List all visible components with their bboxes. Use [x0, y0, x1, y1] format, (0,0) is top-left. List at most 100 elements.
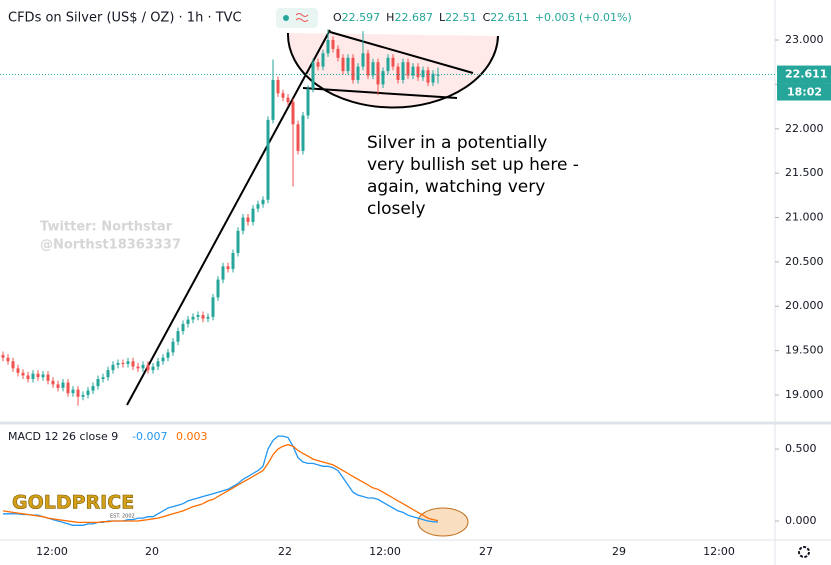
last-price-label: 22.611 [785, 68, 827, 81]
ohlc-value: 22.51 [445, 11, 477, 24]
candle-body [416, 66, 420, 78]
ohlc-prefix: L [439, 11, 446, 24]
candle-body [211, 297, 215, 317]
countdown-label: 18:02 [787, 86, 822, 99]
candle-body [16, 368, 20, 373]
ohlc-value: 22.687 [394, 11, 433, 24]
candle-body [71, 389, 75, 394]
macd-title: MACD 12 26 close 9 [8, 430, 118, 443]
candle-body [356, 66, 360, 80]
candle-body [101, 377, 105, 380]
candle-body [151, 366, 155, 371]
candle-body [326, 40, 330, 54]
candle-body [126, 361, 130, 364]
candle-body [11, 361, 15, 369]
candle-body [281, 93, 285, 98]
chart-title: CFDs on Silver (US$ / OZ) · 1h · TVC [8, 11, 242, 26]
ohlc-prefix: C [483, 11, 491, 24]
candle-body [6, 357, 10, 362]
ohlc-prefix: O [333, 11, 342, 24]
ohlc-value: 22.597 [342, 11, 381, 24]
candle-body [81, 394, 85, 397]
macd-value: -0.007 [132, 430, 167, 443]
candle-body [181, 323, 185, 332]
candle-body [236, 230, 240, 253]
trend-line [126, 29, 331, 406]
x-tick-label: 29 [612, 545, 626, 558]
toggle[interactable] [276, 8, 318, 28]
candle-body [346, 57, 350, 72]
candle-body [371, 62, 375, 76]
candle-body [56, 384, 60, 388]
candle-body [301, 115, 305, 151]
candle-body [216, 279, 220, 298]
highlight-circle [417, 507, 469, 537]
candle-body [61, 382, 65, 388]
logo: GOLDPRICE [12, 492, 134, 514]
logo-tagline: EST. 2002 [110, 514, 135, 520]
candle-body [41, 374, 45, 378]
candle-body [286, 97, 290, 103]
candle-body [331, 40, 335, 49]
candle-body [376, 62, 380, 85]
triangle-lower [302, 87, 458, 99]
candle-body [176, 331, 180, 342]
candle-body [306, 88, 310, 116]
candle-body [46, 374, 50, 381]
candle-body [106, 370, 110, 378]
candle-body [261, 199, 265, 205]
annotation-line: very bullish set up here - [367, 155, 579, 175]
ohlc-prefix: H [386, 11, 394, 24]
candle-body [186, 319, 190, 324]
annotation-line: Silver in a potentially [367, 133, 547, 153]
candle-body [136, 366, 140, 369]
y-tick-label: 22.000 [785, 122, 824, 135]
candle-body [116, 363, 120, 365]
x-tick-label: 12:00 [36, 545, 68, 558]
candle-body [316, 62, 320, 67]
candle-body [221, 266, 225, 280]
candle-body [231, 252, 235, 269]
candle-body [156, 361, 160, 367]
candle-body [401, 62, 405, 80]
candle-body [411, 66, 415, 76]
settings-icon[interactable] [798, 546, 810, 558]
annotation-line: closely [367, 199, 426, 219]
annotation-line: again, watching very [367, 177, 545, 197]
candle-body [166, 352, 170, 358]
candle-body [246, 217, 250, 222]
candle-body [391, 57, 395, 67]
candle-body [366, 53, 370, 76]
y-tick-label: 23.000 [785, 33, 824, 46]
y-tick-label: 21.000 [785, 210, 824, 223]
candle-body [196, 315, 200, 317]
y-tick-label: 20.500 [785, 255, 824, 268]
plot [1, 29, 440, 526]
candle-body [146, 364, 150, 371]
change-label: +0.003 (+0.01%) [535, 11, 632, 24]
candle-body [396, 66, 400, 80]
ohlc-legend: O 22.597 H 22.687 L 22.51 C 22.611 +0.003 (+0.01… [333, 11, 632, 24]
candle-body [26, 375, 30, 380]
candle-body [51, 380, 55, 385]
triangle-upper [329, 31, 474, 74]
y-tick-label: 0.000 [785, 514, 817, 527]
candle-body [111, 364, 115, 371]
candle-body [86, 390, 90, 395]
candle-body [426, 70, 430, 83]
candle-body [341, 57, 345, 72]
candle-body [266, 119, 270, 200]
candle-body [91, 386, 95, 391]
toggle-dot [283, 15, 289, 21]
candle-body [226, 266, 230, 269]
candle-body [121, 363, 125, 365]
candle-body [291, 102, 295, 125]
countdown-box [777, 83, 831, 101]
candle-body [271, 79, 275, 120]
signal-value: 0.003 [176, 430, 208, 443]
candle-body [381, 71, 385, 85]
candle-body [161, 357, 165, 362]
watermark: Twitter: Northstar [40, 220, 173, 235]
